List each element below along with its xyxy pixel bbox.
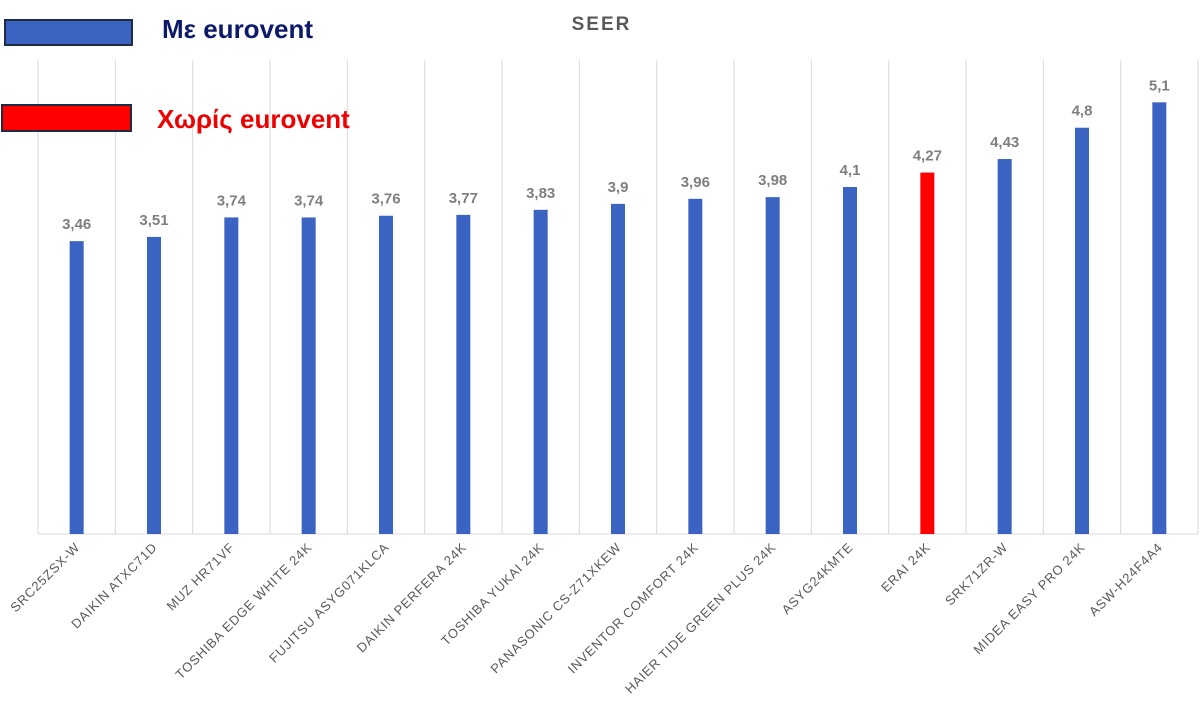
- data-label-3: 3,74: [294, 192, 324, 209]
- bar-14: [1152, 102, 1167, 535]
- category-label-3: TOSHIBA EDGE WHITE 24K: [172, 540, 314, 682]
- category-label-10: ASYG24KMTE: [779, 540, 857, 618]
- data-label-4: 3,76: [371, 191, 400, 208]
- bar-13: [1075, 127, 1089, 534]
- bar-3: [301, 217, 316, 534]
- bar-9: [765, 197, 780, 534]
- bar-12: [997, 159, 1012, 534]
- data-label-9: 3,98: [758, 172, 787, 189]
- bar-1: [147, 236, 161, 534]
- bar-4: [379, 215, 393, 534]
- data-label-11: 4,27: [913, 148, 942, 165]
- legend-swatch-with-eurovent: [4, 19, 133, 46]
- bar-5: [456, 214, 471, 534]
- data-label-12: 4,43: [990, 134, 1019, 151]
- data-label-7: 3,9: [608, 179, 629, 196]
- data-label-10: 4,1: [840, 162, 861, 179]
- bar-7: [611, 203, 625, 534]
- category-label-2: MUZ HR71VF: [163, 540, 237, 614]
- category-label-8: INVENTOR COMFORT 24K: [565, 540, 702, 677]
- bar-11: [920, 172, 935, 534]
- category-label-11: ERAI 24K: [878, 540, 933, 595]
- data-label-2: 3,74: [217, 192, 247, 209]
- category-label-7: PANASONIC CS-Z71XKEW: [487, 540, 624, 677]
- category-label-12: SRK71ZR-W: [942, 540, 1011, 609]
- data-label-8: 3,96: [681, 174, 710, 191]
- data-label-1: 3,51: [139, 212, 168, 229]
- value-labels: 3,46 3,51 3,74 3,74 3,76 3,77 3,83 3,9 3,96 3,98 4…: [62, 77, 1170, 233]
- bar-0: [69, 241, 84, 534]
- bar-6: [533, 209, 548, 534]
- data-label-14: 5,1: [1149, 77, 1170, 94]
- legend-label-with-eurovent: Με eurovent: [162, 14, 314, 44]
- data-label-6: 3,83: [526, 185, 555, 202]
- bar-8: [688, 198, 703, 535]
- legend-swatch-without-eurovent: [1, 104, 132, 132]
- legend-label-without-eurovent: Χωρίς eurovent: [157, 104, 350, 134]
- data-label-0: 3,46: [62, 216, 91, 233]
- category-label-1: DAIKIN ATXC71D: [68, 540, 160, 632]
- bar-10: [843, 186, 857, 534]
- data-label-13: 4,8: [1072, 103, 1093, 120]
- bars: [69, 102, 1167, 535]
- category-label-9: HAIER TIDE GREEN PLUS 24K: [622, 540, 779, 697]
- category-label-14: ASW-H24F4A4: [1086, 540, 1166, 620]
- data-label-5: 3,77: [449, 190, 478, 207]
- bar-2: [224, 217, 239, 534]
- category-label-0: SRC25ZSX-W: [7, 540, 83, 616]
- chart-title: SEER: [571, 14, 632, 35]
